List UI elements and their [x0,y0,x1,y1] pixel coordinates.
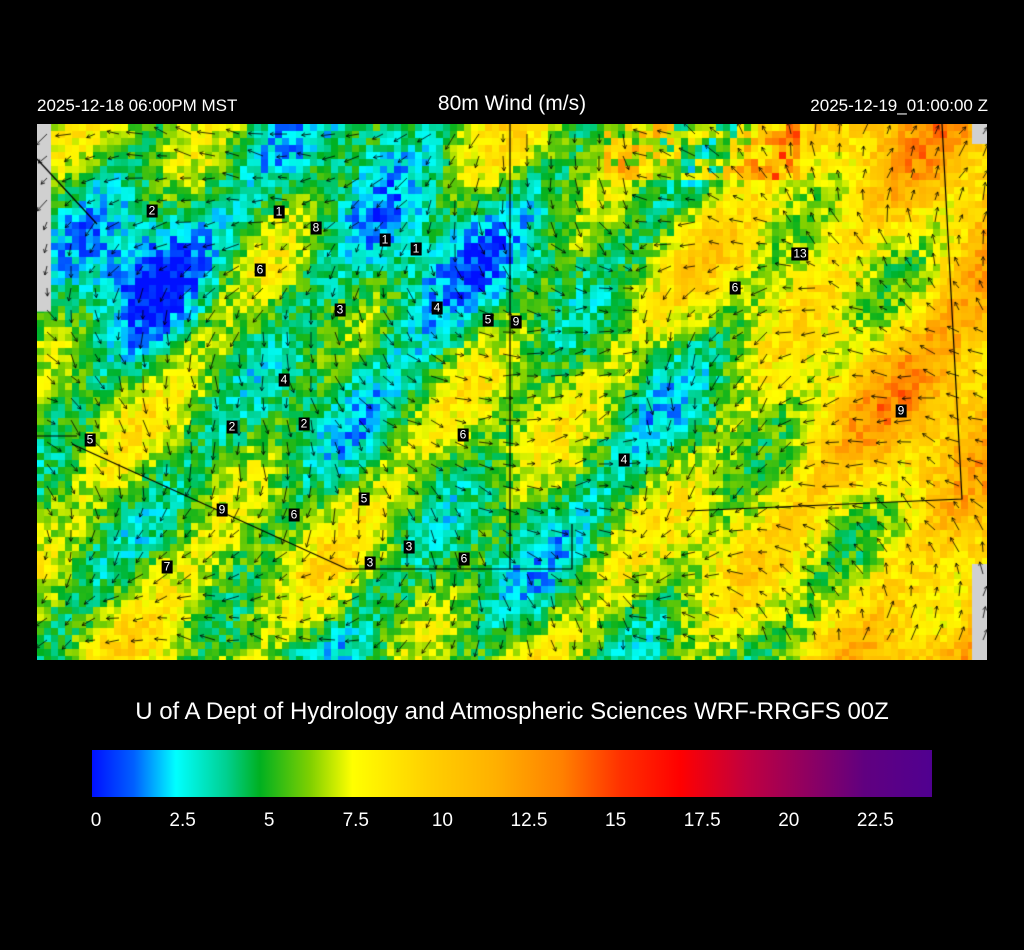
station-label: 9 [510,314,522,329]
station-label: 9 [895,403,907,418]
wind-speed-field [37,124,987,660]
station-label: 2 [146,203,158,218]
station-label: 4 [618,452,630,467]
station-label: 6 [729,280,741,295]
station-label: 2 [298,416,310,431]
station-label: 5 [358,491,370,506]
station-label: 4 [431,300,443,315]
colorbar-tick: 15 [605,810,627,831]
station-label: 3 [364,555,376,570]
map-title: 80m Wind (m/s) [437,92,587,115]
station-label: 6 [457,427,469,442]
station-label: 3 [334,302,346,317]
colorbar-tick: 17.5 [683,810,721,831]
colorbar-tick: 20 [778,810,800,831]
station-label: 5 [482,312,494,327]
colorbar-tick: 10 [431,810,453,831]
credit-text: U of A Dept of Hydrology and Atmospheric… [135,698,889,725]
station-label: 8 [310,220,322,235]
station-label: 13 [791,246,809,261]
station-label: 9 [216,502,228,517]
wind-map: 2 1 8 1 1 6 3 4 5 9 13 6 4 2 2 6 5 4 9 5 9 6 3 3 6 7 [37,124,987,660]
colorbar-tick: 2.5 [169,810,196,831]
station-label: 7 [161,559,173,574]
station-label: 4 [278,372,290,387]
colorbar [92,750,932,797]
station-label: 6 [288,507,300,522]
station-label: 2 [226,419,238,434]
colorbar-tick: 22.5 [856,810,894,831]
station-label: 1 [410,241,422,256]
station-label: 3 [403,539,415,554]
colorbar-tick: 12.5 [510,810,548,831]
station-label: 6 [458,551,470,566]
utc-timestamp: 2025-12-19_01:00:00 Z [810,96,988,115]
station-label: 1 [273,204,285,219]
station-label: 1 [379,232,391,247]
station-label: 6 [254,262,266,277]
colorbar-tick: 0 [90,810,102,831]
colorbar-tick: 7.5 [342,810,370,831]
colorbar-tick: 5 [263,810,275,831]
station-label: 5 [84,432,96,447]
local-timestamp: 2025-12-18 06:00PM MST [37,96,238,115]
